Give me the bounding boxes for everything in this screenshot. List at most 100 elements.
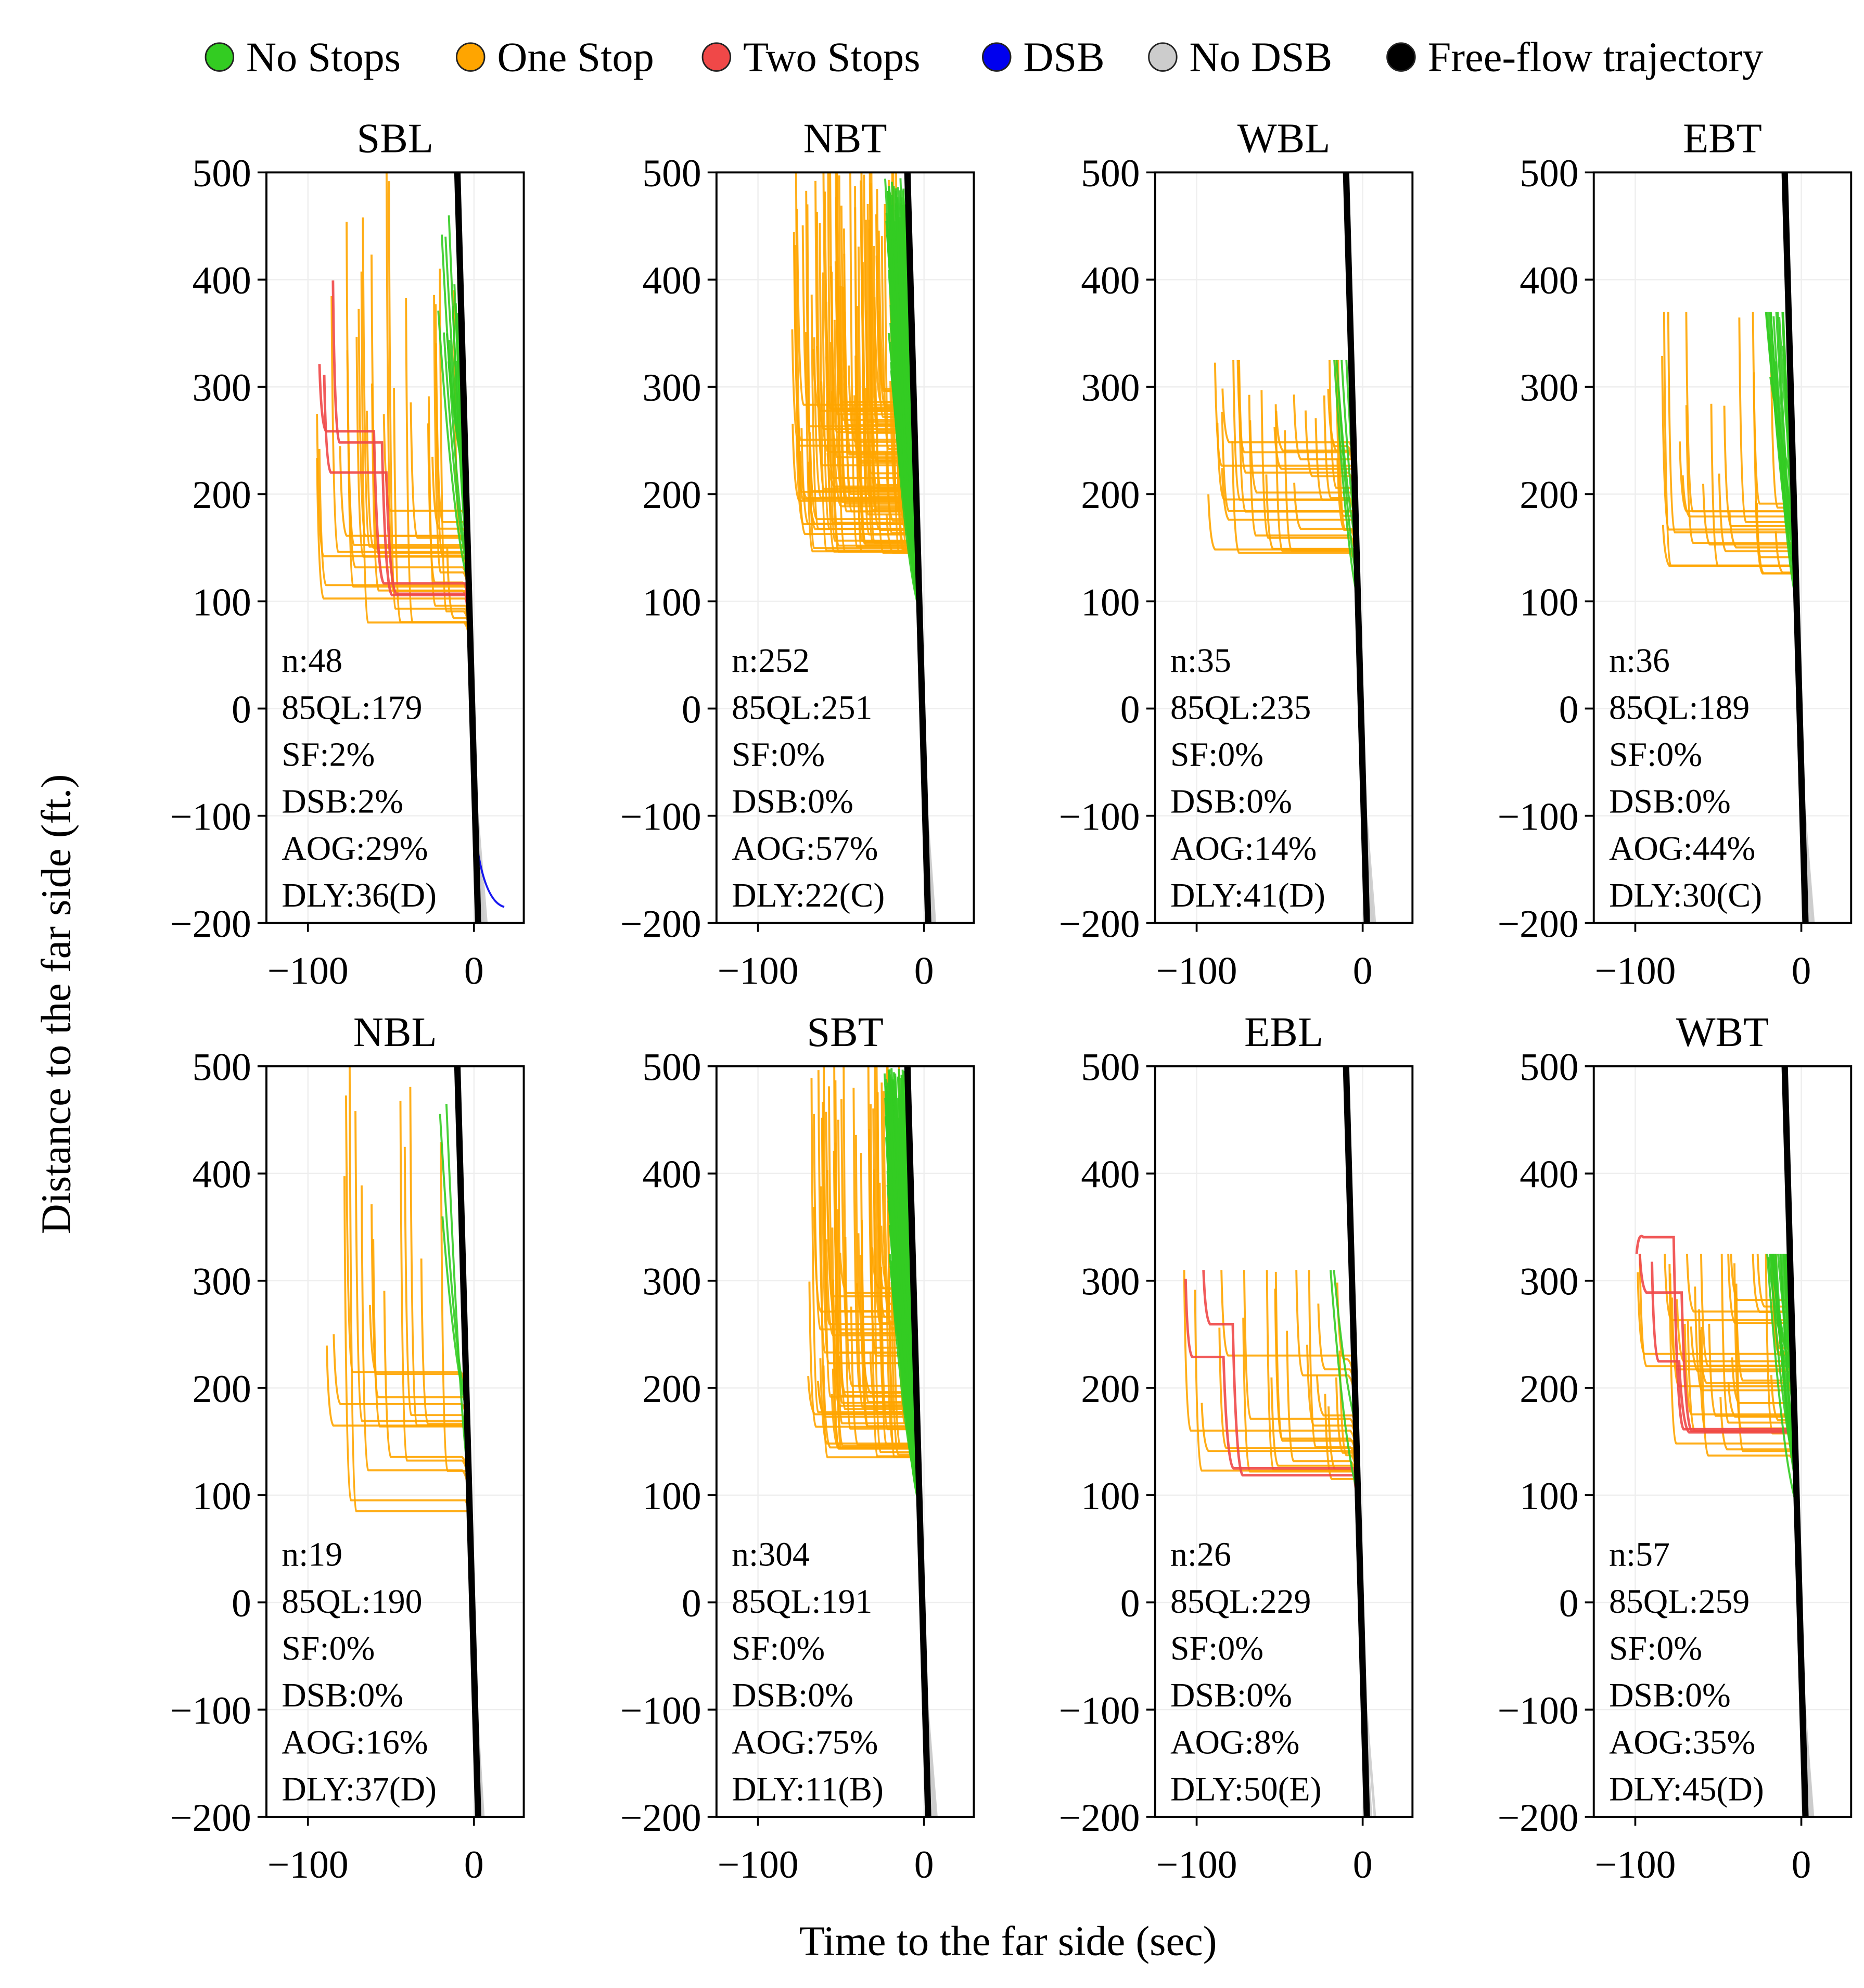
trajectory-one-stop [360, 1185, 471, 1513]
panel-title: WBL [1237, 115, 1331, 161]
x-tick-label: 0 [464, 950, 484, 993]
y-tick-label: 300 [1520, 366, 1578, 410]
trajectories [1183, 1066, 1376, 1817]
trajectory-one-stop [1221, 388, 1356, 486]
x-tick-label: −100 [718, 1843, 799, 1887]
y-tick-label: 300 [642, 1260, 701, 1304]
y-tick-label: 300 [1081, 1260, 1140, 1304]
trajectory-one-stop [1286, 1330, 1359, 1505]
panel-stat: DSB:0% [282, 1676, 403, 1714]
panel-stat: AOG:14% [1170, 830, 1317, 868]
y-tick-label: −100 [1498, 795, 1579, 838]
panel-stat: n:304 [732, 1536, 810, 1574]
trajectory-no-stops [889, 304, 921, 608]
panel-title: EBL [1244, 1009, 1323, 1055]
panel-stat: 85QL:190 [282, 1583, 422, 1621]
trajectory-no-stops [437, 310, 470, 584]
y-tick-label: 500 [1081, 1046, 1140, 1089]
y-tick-label: −100 [170, 795, 251, 838]
axes-frame [715, 1065, 975, 1818]
panel-stat: SF:0% [1170, 1629, 1263, 1667]
legend-label: Free-flow trajectory [1428, 34, 1764, 80]
legend-label: One Stop [497, 34, 654, 80]
x-tick-label: 0 [464, 1843, 484, 1887]
panel-stat: n:26 [1170, 1536, 1231, 1574]
y-tick-label: 300 [642, 366, 701, 410]
y-tick-label: 500 [1081, 152, 1140, 195]
x-tick-label: −100 [267, 950, 349, 993]
y-tick-label: −200 [170, 1796, 251, 1840]
y-tick-label: −100 [1498, 1689, 1579, 1732]
y-tick-label: 500 [1520, 1046, 1578, 1089]
y-tick-label: 100 [192, 1475, 251, 1518]
trajectory-two-stops [1184, 1279, 1360, 1501]
y-tick-label: 100 [642, 581, 701, 624]
y-tick-label: 200 [192, 1368, 251, 1411]
y-tick-label: −200 [1498, 902, 1579, 946]
trajectories [791, 172, 937, 923]
y-tick-label: 100 [642, 1475, 701, 1518]
panel-title: EBT [1683, 115, 1762, 161]
free-flow-trajectory [1343, 172, 1370, 923]
panel-stat: DLY:37(D) [282, 1770, 437, 1808]
panel-title: SBT [807, 1009, 883, 1055]
panel-stat: n:19 [282, 1536, 342, 1574]
trajectory-two-stops [318, 364, 471, 616]
trajectory-two-stops [1202, 1270, 1360, 1508]
y-tick-label: 200 [1081, 1368, 1140, 1411]
panel-stat: 85QL:259 [1609, 1583, 1750, 1621]
trajectory-one-stop [1266, 1270, 1360, 1513]
panel-stat: n:252 [732, 642, 810, 680]
axes-frame [1154, 171, 1414, 924]
legend: No Stops One Stop Two Stops DSB No DSB Free-f… [205, 34, 1764, 80]
panel-stat: SF:0% [1170, 735, 1263, 773]
panel-title: NBL [353, 1009, 437, 1055]
y-tick-label: 300 [1520, 1260, 1578, 1304]
panel-stat: 85QL:191 [732, 1583, 872, 1621]
trajectories [807, 1066, 938, 1817]
y-tick-label: 200 [642, 474, 701, 517]
legend-item: Free-flow trajectory [1386, 34, 1764, 80]
panel-stat: AOG:35% [1609, 1723, 1755, 1761]
trajectories [325, 1066, 485, 1817]
panel-nbl: NBL 500 400 300 200 100 0 −100 −200 −100 0 n:19 85QL… [170, 1009, 525, 1887]
legend-marker-icon [205, 42, 235, 72]
y-tick-label: 100 [1520, 1475, 1578, 1518]
legend-item: One Stop [455, 34, 654, 80]
legend-item: Two Stops [701, 34, 921, 80]
trajectory-two-stops [1651, 1261, 1797, 1465]
panel-stat: 85QL:179 [282, 689, 422, 727]
y-tick-label: 300 [1081, 366, 1140, 410]
x-tick-label: 0 [914, 950, 934, 993]
panel-stat: AOG:75% [732, 1723, 878, 1761]
panel-stat: AOG:29% [282, 830, 428, 868]
panel-stat: SF:0% [732, 1629, 825, 1667]
legend-marker-icon [981, 42, 1012, 72]
panel-stat: DLY:50(E) [1170, 1770, 1322, 1808]
trajectory-one-stop [333, 1334, 469, 1447]
y-tick-label: 100 [1520, 581, 1578, 624]
panels: SBL 500 400 300 200 100 0 −100 −200 −100 0 n:48 85QL… [170, 115, 1853, 1887]
y-tick-label: −200 [170, 902, 251, 946]
panel-stat: AOG:44% [1609, 830, 1755, 868]
x-tick-label: 0 [1353, 950, 1373, 993]
trajectory-no-stops [888, 1161, 918, 1400]
panel-stat: SF:0% [1609, 1629, 1702, 1667]
y-tick-label: 500 [192, 152, 251, 195]
panel-wbt: WBT 500 400 300 200 100 0 −100 −200 −100 0 n:57 85QL… [1498, 1009, 1853, 1887]
panel-stat: DLY:36(D) [282, 876, 437, 914]
y-tick-label: −100 [1059, 795, 1140, 838]
y-tick-label: −100 [620, 1689, 701, 1732]
y-tick-label: 400 [192, 1153, 251, 1196]
y-tick-label: 0 [682, 688, 701, 731]
x-tick-label: 0 [1792, 1843, 1811, 1887]
x-tick-label: −100 [1595, 1843, 1676, 1887]
y-tick-label: 0 [1559, 1582, 1579, 1625]
trajectories [1635, 1066, 1815, 1817]
y-tick-label: −100 [170, 1689, 251, 1732]
panel-stat: DSB:2% [282, 783, 403, 821]
panel-stat: DSB:0% [1170, 1676, 1292, 1714]
free-flow-trajectory [1781, 1066, 1809, 1817]
legend-label: DSB [1023, 34, 1104, 80]
y-axis-label: Distance to the far side (ft.) [33, 774, 79, 1234]
